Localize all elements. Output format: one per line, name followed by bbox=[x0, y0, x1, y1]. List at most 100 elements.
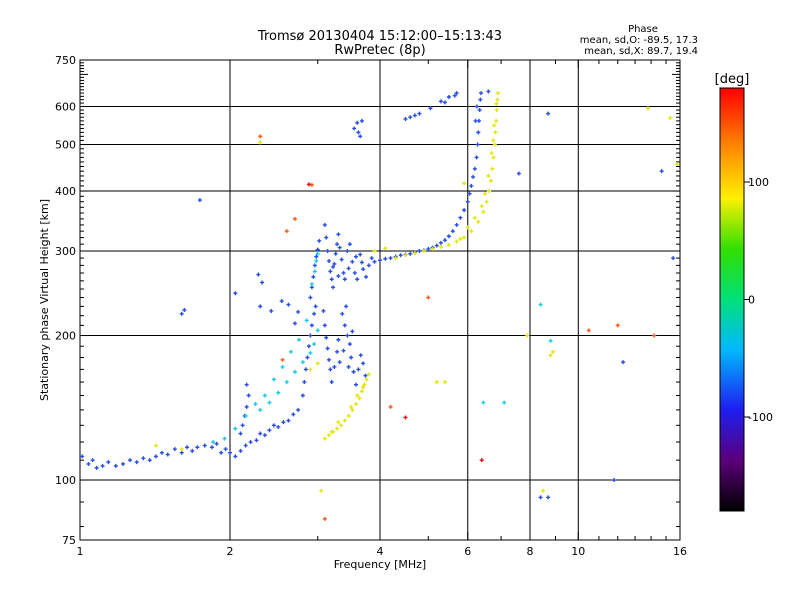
data-point bbox=[94, 465, 99, 470]
data-point bbox=[315, 247, 320, 252]
colorbar-label: [deg] bbox=[715, 72, 750, 87]
data-point bbox=[355, 393, 360, 398]
data-point bbox=[446, 95, 451, 100]
data-point bbox=[190, 448, 195, 453]
data-point bbox=[546, 495, 551, 500]
data-point bbox=[458, 215, 463, 220]
data-point bbox=[452, 93, 457, 98]
data-point bbox=[325, 249, 330, 254]
data-point bbox=[488, 178, 493, 183]
data-point bbox=[438, 99, 443, 104]
data-point bbox=[286, 418, 291, 423]
data-point bbox=[284, 229, 289, 234]
data-point bbox=[479, 204, 484, 209]
data-point bbox=[246, 393, 251, 398]
data-point bbox=[329, 380, 334, 385]
data-point bbox=[276, 424, 281, 429]
data-point bbox=[538, 302, 543, 307]
data-point bbox=[337, 245, 342, 250]
data-point bbox=[349, 404, 354, 409]
x-tick-label: 1 bbox=[77, 545, 84, 558]
data-point bbox=[258, 407, 263, 412]
data-point bbox=[315, 251, 320, 256]
data-point bbox=[312, 311, 317, 316]
data-point bbox=[383, 256, 388, 261]
data-point bbox=[267, 428, 272, 433]
data-point bbox=[351, 369, 356, 374]
data-point bbox=[313, 304, 318, 309]
data-point bbox=[300, 360, 305, 365]
data-point bbox=[668, 115, 673, 120]
data-point bbox=[256, 272, 261, 277]
data-point bbox=[454, 239, 459, 244]
data-point bbox=[355, 120, 360, 125]
data-point bbox=[304, 318, 309, 323]
data-point bbox=[308, 333, 313, 338]
data-point bbox=[141, 456, 146, 461]
data-point bbox=[353, 402, 358, 407]
data-point bbox=[350, 259, 355, 264]
data-point bbox=[322, 436, 327, 441]
data-point bbox=[548, 353, 553, 358]
data-point bbox=[244, 382, 249, 387]
data-point bbox=[474, 104, 479, 109]
data-point bbox=[659, 169, 664, 174]
data-point bbox=[222, 436, 227, 441]
data-point bbox=[280, 357, 285, 362]
data-point bbox=[219, 450, 224, 455]
data-point bbox=[364, 274, 369, 279]
stats-line-o: mean, sd,O: -89.5, 17.3 bbox=[580, 35, 698, 46]
data-point bbox=[312, 342, 317, 347]
data-point bbox=[342, 277, 347, 282]
data-point bbox=[258, 134, 263, 139]
data-point bbox=[403, 253, 408, 258]
data-point bbox=[165, 452, 170, 457]
data-point bbox=[286, 302, 291, 307]
data-point bbox=[291, 412, 296, 417]
data-point bbox=[489, 151, 494, 156]
data-point bbox=[306, 182, 311, 187]
data-point bbox=[362, 382, 367, 387]
data-point bbox=[321, 308, 326, 313]
data-point bbox=[491, 138, 496, 143]
data-point bbox=[486, 89, 491, 94]
data-point bbox=[388, 404, 393, 409]
data-point bbox=[337, 360, 342, 365]
data-point bbox=[474, 155, 479, 160]
data-point bbox=[359, 260, 364, 265]
data-point bbox=[469, 183, 474, 188]
data-point bbox=[288, 349, 293, 354]
data-point bbox=[442, 380, 447, 385]
data-point bbox=[269, 308, 274, 313]
data-point bbox=[240, 423, 245, 428]
data-point bbox=[491, 155, 496, 160]
data-point bbox=[335, 426, 340, 431]
data-point bbox=[487, 189, 492, 194]
data-point bbox=[153, 443, 158, 448]
data-point bbox=[476, 130, 481, 135]
y-tick-label: 400 bbox=[55, 185, 76, 198]
data-point bbox=[495, 97, 500, 102]
data-point bbox=[260, 280, 265, 285]
data-point bbox=[172, 447, 177, 452]
data-point bbox=[421, 249, 426, 254]
data-point bbox=[329, 429, 334, 434]
data-point bbox=[538, 495, 543, 500]
data-point bbox=[359, 118, 364, 123]
data-point bbox=[179, 450, 184, 455]
data-point bbox=[331, 285, 336, 290]
data-point bbox=[541, 488, 546, 493]
data-point bbox=[546, 111, 551, 116]
data-point bbox=[267, 400, 272, 405]
data-point bbox=[233, 426, 238, 431]
y-tick-label: 500 bbox=[55, 139, 76, 152]
data-point bbox=[352, 270, 357, 275]
data-point bbox=[412, 113, 417, 118]
data-point bbox=[356, 367, 361, 372]
data-point bbox=[345, 249, 350, 254]
grid-lines bbox=[80, 60, 680, 540]
data-point bbox=[262, 433, 267, 438]
data-point bbox=[276, 390, 281, 395]
data-point bbox=[179, 447, 184, 452]
data-point bbox=[128, 458, 133, 463]
